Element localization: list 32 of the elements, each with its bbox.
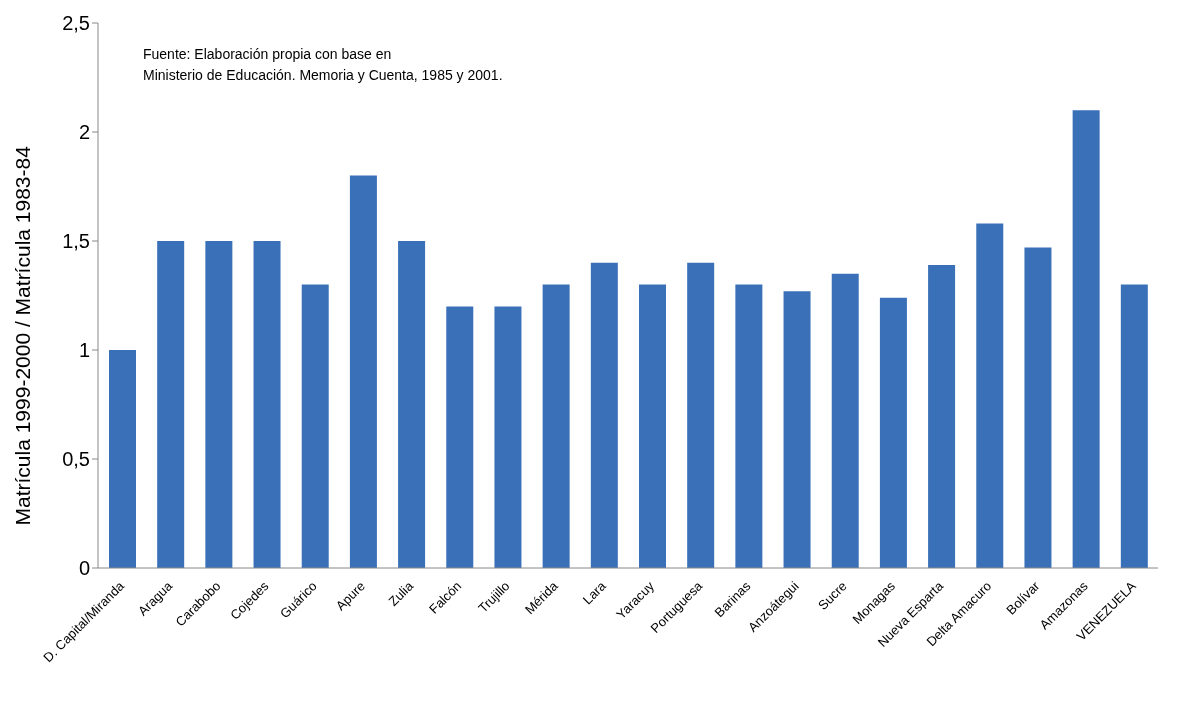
bar — [639, 284, 666, 568]
bar — [446, 306, 474, 568]
bar — [831, 273, 859, 568]
bar — [928, 264, 956, 568]
bar — [205, 241, 233, 568]
bar — [735, 284, 763, 568]
bar — [687, 262, 715, 568]
y-tick-label: 1,5 — [62, 230, 90, 253]
bar — [590, 262, 618, 568]
y-tick-label: 2 — [78, 121, 90, 144]
y-tick-label: 2,5 — [62, 12, 90, 35]
bar — [494, 306, 522, 568]
x-tick-label: Lara — [579, 577, 610, 608]
bar — [879, 297, 907, 568]
annotation: Ministerio de Educación. Memoria y Cuenta, 1985 y 2001. — [143, 66, 503, 85]
bar — [976, 223, 1004, 568]
bar — [301, 284, 329, 568]
y-tick-label: 1 — [78, 339, 90, 362]
bar — [1120, 284, 1148, 568]
bar — [349, 175, 377, 568]
bar — [398, 241, 426, 568]
bar — [1072, 110, 1100, 568]
bar — [783, 291, 811, 568]
bar — [157, 241, 185, 568]
bar — [109, 350, 136, 568]
y-tick-label: 0 — [78, 557, 90, 580]
y-axis-title: Matrícula 1999-2000 / Matrícula 1983-84 — [11, 145, 35, 526]
y-tick-label: 0,5 — [62, 448, 90, 471]
bar — [542, 284, 570, 568]
bar — [1024, 247, 1052, 568]
bar — [253, 241, 281, 568]
annotation: Fuente: Elaboración propia con base en — [143, 45, 393, 64]
